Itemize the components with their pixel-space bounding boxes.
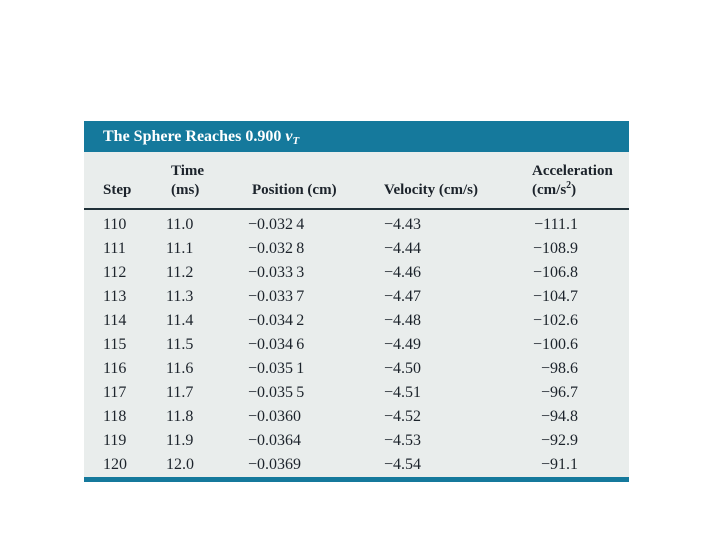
table-row: 115 11.5 −0.034 6 −4.49 −100.6 bbox=[84, 333, 629, 357]
cell-acceleration: −94.8 bbox=[540, 408, 578, 425]
cell-velocity: −4.46 bbox=[384, 264, 422, 281]
cell-velocity: −4.48 bbox=[384, 312, 422, 329]
cell-position: −0.035 5 bbox=[248, 384, 305, 401]
cell-time: 11.6 bbox=[166, 360, 194, 377]
cell-step: 115 bbox=[103, 336, 127, 353]
cell-acceleration: −102.6 bbox=[532, 312, 578, 329]
cell-time: 11.3 bbox=[166, 288, 194, 305]
cell-position: −0.034 6 bbox=[248, 336, 305, 353]
cell-time: 11.4 bbox=[166, 312, 194, 329]
cell-position: −0.032 8 bbox=[248, 240, 305, 257]
cell-position: −0.0364 bbox=[248, 432, 302, 449]
cell-time: 12.0 bbox=[166, 456, 194, 473]
cell-acceleration: −98.6 bbox=[540, 360, 578, 377]
data-table-grid: Step Time (ms) Position (cm) Velocity (c… bbox=[84, 152, 629, 477]
cell-velocity: −4.51 bbox=[384, 384, 422, 401]
col-header-step: Step bbox=[84, 152, 166, 210]
col-header-time-label: Time bbox=[171, 163, 205, 179]
cell-time: 11.7 bbox=[166, 384, 194, 401]
cell-velocity: −4.53 bbox=[384, 432, 422, 449]
cell-step: 117 bbox=[103, 384, 127, 401]
cell-time: 11.1 bbox=[166, 240, 194, 257]
col-header-acceleration-label: Acceleration bbox=[532, 163, 613, 179]
cell-step: 110 bbox=[103, 216, 127, 233]
col-header-time-unit: (ms) bbox=[171, 182, 200, 198]
cell-step: 111 bbox=[103, 240, 126, 257]
cell-acceleration: −92.9 bbox=[540, 432, 578, 449]
cell-position: −0.0360 bbox=[248, 408, 302, 425]
table-body: 110 11.0 −0.032 4 −4.43 −111.1 111 11.1 −0.032 … bbox=[84, 209, 629, 477]
cell-acceleration: −108.9 bbox=[532, 240, 578, 257]
table-row: 110 11.0 −0.032 4 −4.43 −111.1 bbox=[84, 209, 629, 237]
cell-step: 119 bbox=[103, 432, 127, 449]
cell-velocity: −4.54 bbox=[384, 456, 422, 473]
cell-position: −0.0369 bbox=[248, 456, 302, 473]
table-row: 111 11.1 −0.032 8 −4.44 −108.9 bbox=[84, 237, 629, 261]
cell-position: −0.033 3 bbox=[248, 264, 305, 281]
terminal-velocity-subscript: T bbox=[292, 135, 300, 147]
col-header-velocity: Velocity (cm/s) bbox=[384, 152, 532, 210]
cell-time: 11.9 bbox=[166, 432, 194, 449]
cell-step: 120 bbox=[103, 456, 127, 473]
cell-velocity: −4.44 bbox=[384, 240, 422, 257]
cell-time: 11.0 bbox=[166, 216, 194, 233]
cell-acceleration: −111.1 bbox=[534, 216, 578, 233]
cell-step: 112 bbox=[103, 264, 127, 281]
cell-step: 116 bbox=[103, 360, 127, 377]
cell-velocity: −4.52 bbox=[384, 408, 422, 425]
cell-acceleration: −96.7 bbox=[540, 384, 578, 401]
table-row: 117 11.7 −0.035 5 −4.51 −96.7 bbox=[84, 381, 629, 405]
cell-time: 11.2 bbox=[166, 264, 194, 281]
table-row: 114 11.4 −0.034 2 −4.48 −102.6 bbox=[84, 309, 629, 333]
col-header-acceleration: Acceleration (cm/s2) bbox=[532, 152, 629, 210]
table-row: 118 11.8 −0.0360 −4.52 −94.8 bbox=[84, 405, 629, 429]
table-title-bar: The Sphere Reaches 0.900 vT bbox=[84, 121, 629, 152]
squared-superscript: 2 bbox=[566, 180, 572, 191]
col-header-position: Position (cm) bbox=[248, 152, 384, 210]
cell-acceleration: −100.6 bbox=[532, 336, 578, 353]
terminal-velocity-variable: v bbox=[285, 128, 293, 145]
table-row: 113 11.3 −0.033 7 −4.47 −104.7 bbox=[84, 285, 629, 309]
col-header-acceleration-unit: (cm/s2) bbox=[532, 180, 577, 199]
cell-position: −0.033 7 bbox=[248, 288, 305, 305]
cell-position: −0.032 4 bbox=[248, 216, 305, 233]
cell-step: 114 bbox=[103, 312, 127, 329]
cell-velocity: −4.47 bbox=[384, 288, 422, 305]
data-table: The Sphere Reaches 0.900 vT Step Time (m… bbox=[84, 121, 629, 482]
cell-acceleration: −104.7 bbox=[532, 288, 578, 305]
table-row: 119 11.9 −0.0364 −4.53 −92.9 bbox=[84, 429, 629, 453]
table-row: 116 11.6 −0.035 1 −4.50 −98.6 bbox=[84, 357, 629, 381]
header-row: Step Time (ms) Position (cm) Velocity (c… bbox=[84, 152, 629, 210]
table-row: 112 11.2 −0.033 3 −4.46 −106.8 bbox=[84, 261, 629, 285]
cell-step: 113 bbox=[103, 288, 127, 305]
cell-position: −0.035 1 bbox=[248, 360, 305, 377]
col-header-time: Time (ms) bbox=[166, 152, 248, 210]
table-header: Step Time (ms) Position (cm) Velocity (c… bbox=[84, 152, 629, 210]
table-bottom-rule bbox=[84, 477, 629, 482]
cell-velocity: −4.43 bbox=[384, 216, 422, 233]
table-title: The Sphere Reaches 0.900 vT bbox=[103, 128, 300, 147]
cell-step: 118 bbox=[103, 408, 127, 425]
cell-acceleration: −91.1 bbox=[540, 456, 578, 473]
table-row: 120 12.0 −0.0369 −4.54 −91.1 bbox=[84, 453, 629, 477]
cell-velocity: −4.49 bbox=[384, 336, 422, 353]
cell-acceleration: −106.8 bbox=[532, 264, 578, 281]
cell-time: 11.5 bbox=[166, 336, 194, 353]
cell-velocity: −4.50 bbox=[384, 360, 422, 377]
cell-position: −0.034 2 bbox=[248, 312, 305, 329]
cell-time: 11.8 bbox=[166, 408, 194, 425]
